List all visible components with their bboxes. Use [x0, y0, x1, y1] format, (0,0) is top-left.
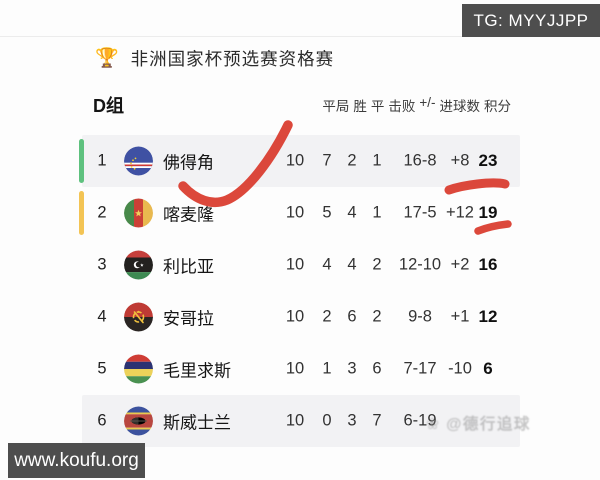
qualification-stripe	[79, 191, 84, 235]
col-header-goals: 进球数	[439, 99, 481, 114]
matches-played: 10	[285, 203, 305, 222]
table-header-row: D组 平局 胜 平 击败 +/- 进球数 积分	[82, 92, 520, 118]
goal-difference: +12	[446, 203, 474, 222]
wins: 4	[322, 255, 332, 274]
team-name: 利比亚	[163, 257, 214, 277]
col-header-losses: 击败	[388, 99, 416, 114]
matches-played: 10	[285, 359, 305, 378]
team-name: 斯威士兰	[163, 413, 231, 433]
points: 16	[478, 255, 498, 274]
goal-difference: +8	[450, 151, 470, 170]
points: 6	[483, 359, 493, 378]
eswatini-flag-icon	[124, 406, 153, 436]
competition-title: 非洲国家杯预选赛资格赛	[130, 48, 335, 69]
cape-verde-flag-icon	[124, 146, 153, 176]
rank-value: 6	[97, 411, 107, 430]
table-row-eswatini[interactable]: 6 斯威士兰 10 0 3 7 6-19	[82, 395, 520, 447]
matches-played: 10	[285, 411, 305, 430]
wins: 5	[322, 203, 332, 222]
competition-header: 🏆 非洲国家杯预选赛资格赛	[95, 44, 334, 72]
angola-flag-icon	[124, 302, 153, 332]
col-header-goal-diff: +/-	[419, 95, 436, 110]
group-label: D组	[93, 96, 124, 116]
wins: 0	[322, 411, 332, 430]
col-header-played: 平局	[322, 99, 350, 114]
goals-for-against: 12-10	[398, 255, 442, 274]
table-row-cameroon[interactable]: 2 喀麦隆 10 5 4 1 17-5 +12 19	[79, 187, 520, 239]
goals-for-against: 16-8	[403, 151, 437, 170]
draws: 6	[347, 307, 357, 326]
goals-for-against: 9-8	[408, 307, 432, 326]
tg-banner-text: TG: MYYJJPP	[473, 10, 589, 30]
team-name: 毛里求斯	[163, 361, 231, 381]
goals-for-against: 6-19	[403, 411, 437, 430]
draws: 3	[347, 359, 357, 378]
wins: 7	[322, 151, 332, 170]
goal-difference: -10	[448, 359, 472, 378]
site-watermark-banner: www.koufu.org	[8, 443, 145, 478]
losses: 7	[372, 411, 382, 430]
goal-difference: +2	[450, 255, 470, 274]
wins: 1	[322, 359, 332, 378]
points: 23	[478, 151, 498, 170]
matches-played: 10	[285, 307, 305, 326]
draws: 3	[347, 411, 357, 430]
column-headers: 平局 胜 平 击败 +/- 进球数 积分	[322, 95, 520, 115]
goals-for-against: 7-17	[403, 359, 437, 378]
qualification-stripe	[79, 139, 84, 183]
col-header-points: 积分	[484, 99, 511, 114]
col-header-wins: 胜	[353, 99, 367, 114]
tg-watermark-banner: TG: MYYJJPP	[462, 4, 600, 37]
trophy-icon: 🏆	[95, 47, 119, 69]
rank-value: 3	[97, 255, 107, 274]
points: 12	[478, 307, 498, 326]
matches-played: 10	[285, 255, 305, 274]
goal-difference: +1	[450, 307, 470, 326]
losses: 2	[372, 307, 382, 326]
cameroon-flag-icon	[124, 198, 153, 228]
table-row-angola[interactable]: 4 安哥拉 10 2 6 2 9-8 +1 12	[82, 291, 520, 343]
team-name: 喀麦隆	[163, 205, 214, 225]
photo-watermark: ❀ @德行追球	[426, 416, 531, 433]
points: 19	[478, 203, 498, 222]
table-row-mauritius[interactable]: 5 毛里求斯 10 1 3 6 7-17 -10 6	[82, 343, 520, 395]
wins: 2	[322, 307, 332, 326]
rank-value: 1	[97, 151, 107, 170]
team-name: 安哥拉	[163, 309, 214, 329]
col-header-draws: 平	[370, 99, 385, 114]
draws: 4	[347, 255, 357, 274]
table-row-libya[interactable]: 3 利比亚 10 4 4 2 12-10 +2 16	[82, 239, 520, 291]
libya-flag-icon	[124, 250, 153, 280]
draws: 2	[347, 151, 357, 170]
rank-value: 2	[97, 203, 107, 222]
draws: 4	[347, 203, 357, 222]
losses: 1	[372, 203, 382, 222]
losses: 2	[372, 255, 382, 274]
rank-value: 4	[97, 307, 107, 326]
rank-value: 5	[97, 359, 107, 378]
losses: 1	[372, 151, 382, 170]
table-row-cape-verde[interactable]: 1 佛得角 10 7 2 1 16-8 +8 23	[79, 135, 520, 187]
goals-for-against: 17-5	[403, 203, 437, 222]
top-divider	[0, 36, 600, 37]
losses: 6	[372, 359, 382, 378]
standings-table: 1 佛得角 10 7 2 1 16-8 +8 23 2 喀麦隆 10 5 4 1…	[79, 135, 520, 447]
site-banner-text: www.koufu.org	[14, 449, 139, 471]
mauritius-flag-icon	[124, 354, 153, 384]
